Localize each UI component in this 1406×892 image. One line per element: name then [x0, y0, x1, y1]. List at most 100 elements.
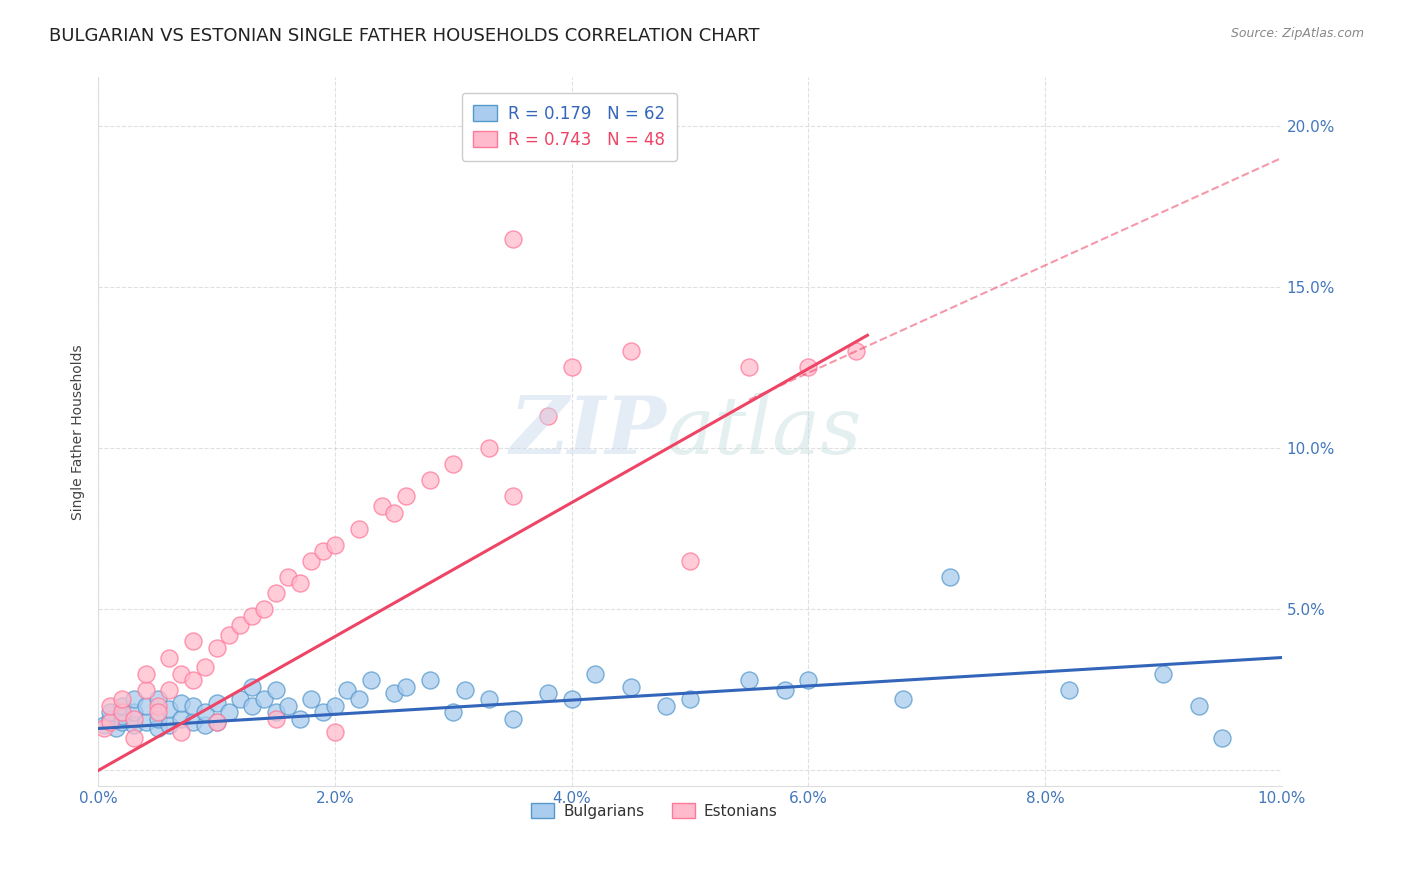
Point — [93, 718, 115, 732]
Point — [105, 722, 128, 736]
Point — [135, 714, 157, 729]
Point — [299, 554, 322, 568]
Point — [288, 712, 311, 726]
Point — [111, 698, 134, 713]
Point — [170, 666, 193, 681]
Point — [797, 360, 820, 375]
Point — [561, 360, 583, 375]
Point — [797, 673, 820, 687]
Point — [181, 673, 204, 687]
Point — [157, 682, 180, 697]
Point — [277, 570, 299, 584]
Point — [288, 576, 311, 591]
Point — [98, 698, 121, 713]
Point — [395, 680, 418, 694]
Point — [336, 682, 359, 697]
Point — [146, 712, 169, 726]
Point — [146, 698, 169, 713]
Point — [360, 673, 382, 687]
Point — [157, 718, 180, 732]
Point — [537, 686, 560, 700]
Point — [111, 706, 134, 720]
Point — [111, 692, 134, 706]
Point — [93, 722, 115, 736]
Point — [738, 360, 761, 375]
Point — [502, 490, 524, 504]
Point — [253, 692, 276, 706]
Point — [382, 506, 405, 520]
Text: atlas: atlas — [666, 393, 862, 471]
Point — [122, 692, 145, 706]
Point — [157, 702, 180, 716]
Point — [323, 724, 346, 739]
Point — [478, 441, 501, 455]
Point — [170, 696, 193, 710]
Point — [655, 698, 678, 713]
Point — [98, 714, 121, 729]
Point — [218, 706, 240, 720]
Point — [939, 570, 962, 584]
Point — [502, 712, 524, 726]
Text: Source: ZipAtlas.com: Source: ZipAtlas.com — [1230, 27, 1364, 40]
Point — [264, 682, 287, 697]
Point — [111, 714, 134, 729]
Point — [312, 544, 335, 558]
Point — [229, 618, 252, 632]
Legend: Bulgarians, Estonians: Bulgarians, Estonians — [524, 797, 785, 825]
Point — [181, 634, 204, 648]
Point — [264, 706, 287, 720]
Point — [253, 602, 276, 616]
Point — [229, 692, 252, 706]
Point — [395, 490, 418, 504]
Point — [347, 522, 370, 536]
Point — [181, 714, 204, 729]
Point — [146, 692, 169, 706]
Point — [240, 698, 263, 713]
Point — [371, 499, 394, 513]
Point — [1211, 731, 1233, 746]
Text: BULGARIAN VS ESTONIAN SINGLE FATHER HOUSEHOLDS CORRELATION CHART: BULGARIAN VS ESTONIAN SINGLE FATHER HOUS… — [49, 27, 759, 45]
Point — [891, 692, 914, 706]
Point — [738, 673, 761, 687]
Point — [98, 712, 121, 726]
Point — [419, 473, 441, 487]
Point — [264, 712, 287, 726]
Point — [146, 706, 169, 720]
Point — [620, 344, 643, 359]
Point — [679, 554, 702, 568]
Point — [157, 650, 180, 665]
Point — [194, 706, 217, 720]
Point — [218, 628, 240, 642]
Point — [181, 698, 204, 713]
Point — [170, 724, 193, 739]
Point — [537, 409, 560, 423]
Y-axis label: Single Father Households: Single Father Households — [72, 344, 86, 520]
Point — [170, 712, 193, 726]
Point — [205, 696, 228, 710]
Point — [583, 666, 606, 681]
Point — [240, 680, 263, 694]
Point — [194, 718, 217, 732]
Point — [111, 708, 134, 723]
Point — [382, 686, 405, 700]
Point — [146, 722, 169, 736]
Point — [299, 692, 322, 706]
Point — [441, 706, 464, 720]
Point — [312, 706, 335, 720]
Point — [122, 712, 145, 726]
Point — [264, 586, 287, 600]
Point — [277, 698, 299, 713]
Point — [205, 714, 228, 729]
Point — [135, 666, 157, 681]
Point — [454, 682, 477, 697]
Point — [347, 692, 370, 706]
Point — [1057, 682, 1080, 697]
Point — [122, 718, 145, 732]
Point — [323, 698, 346, 713]
Point — [194, 660, 217, 674]
Point — [98, 706, 121, 720]
Point — [773, 682, 796, 697]
Point — [323, 538, 346, 552]
Point — [135, 698, 157, 713]
Point — [122, 731, 145, 746]
